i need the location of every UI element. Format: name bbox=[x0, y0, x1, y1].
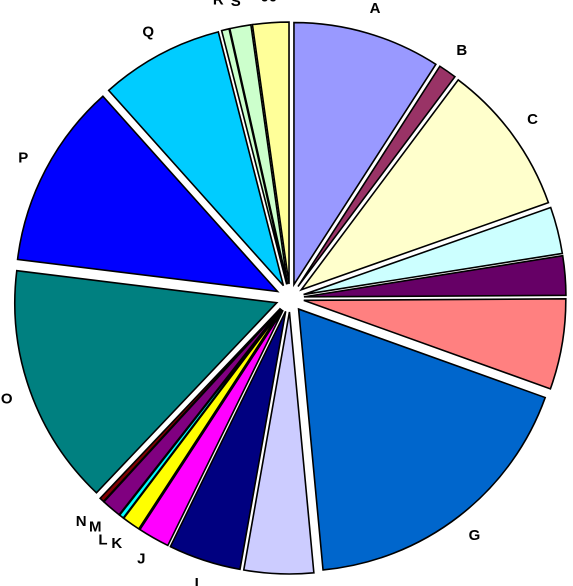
pie-slice-n bbox=[98, 307, 282, 503]
pie-slice-q bbox=[107, 30, 285, 287]
pie-label-k: K bbox=[111, 535, 122, 552]
pie-slice-00 bbox=[251, 21, 290, 285]
pie-slice-p bbox=[16, 95, 280, 293]
pie-slice-j bbox=[138, 309, 284, 547]
pie-label-q: Q bbox=[142, 23, 154, 40]
pie-slice-h bbox=[242, 311, 315, 575]
pie-slice-d bbox=[303, 206, 564, 296]
pie-slice-f bbox=[303, 298, 567, 390]
pie-label-i: I bbox=[195, 575, 199, 586]
pie-slice-o bbox=[14, 269, 279, 494]
pie-slice-g bbox=[297, 307, 547, 571]
pie-label-g: G bbox=[469, 527, 481, 544]
pie-label-j: J bbox=[137, 551, 145, 568]
pie-label-o: O bbox=[1, 391, 13, 408]
pie-label-s: S bbox=[231, 0, 241, 10]
pie-slice-e bbox=[303, 254, 567, 298]
pie-label-p: P bbox=[18, 149, 28, 166]
pie-label-00: 00 bbox=[261, 0, 278, 6]
pie-label-l: L bbox=[98, 531, 107, 548]
pie-label-b: B bbox=[456, 42, 467, 59]
pie-slice-c bbox=[299, 78, 550, 292]
pie-label-a: A bbox=[370, 0, 381, 17]
pie-slice-i bbox=[169, 310, 287, 571]
pie-slice-s bbox=[228, 23, 289, 285]
pie-label-c: C bbox=[527, 111, 538, 128]
pie-slice-a bbox=[293, 21, 437, 288]
pie-slice-b bbox=[297, 65, 457, 287]
pie-label-n: N bbox=[76, 513, 87, 530]
pie-label-r: R bbox=[213, 0, 224, 8]
pie-label-m: M bbox=[89, 518, 102, 535]
